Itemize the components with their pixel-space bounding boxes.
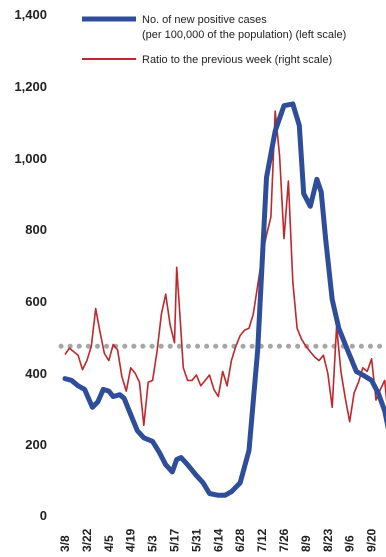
y-tick-label: 0: [40, 508, 47, 523]
x-tick-label: 4/5: [102, 535, 116, 552]
legend-label-cases-line1: No. of new positive cases: [142, 14, 267, 26]
x-tick-label: 5/3: [146, 535, 160, 552]
x-tick-label: 6/14: [211, 528, 225, 552]
x-tick-label: 6/28: [233, 528, 247, 552]
y-axis-ticks: 1,400 1,200 1,000 800 600 400 200 0: [14, 7, 47, 523]
x-tick-label: 9/6: [343, 535, 357, 552]
y-tick-label: 600: [25, 294, 47, 309]
x-tick-label: 8/9: [299, 535, 313, 552]
legend: No. of new positive cases (per 100,000 o…: [82, 14, 346, 66]
x-tick-label: 3/22: [80, 528, 94, 552]
x-tick-label: 7/12: [255, 528, 269, 552]
y-tick-label: 1,000: [14, 151, 47, 166]
x-tick-label: 7/26: [277, 528, 291, 552]
legend-label-ratio: Ratio to the previous week (right scale): [142, 54, 332, 66]
x-tick-label: 5/31: [189, 528, 203, 552]
x-tick-label: 3/8: [58, 535, 72, 552]
x-axis-ticks: 3/8 3/22 4/5 4/19 5/3 5/17 5/31 6/14 6/28 7/12 7/2…: [58, 528, 379, 552]
y-tick-label: 800: [25, 222, 47, 237]
x-tick-label: 5/17: [168, 528, 182, 552]
y-tick-label: 1,400: [14, 7, 47, 22]
y-tick-label: 400: [25, 366, 47, 381]
x-tick-label: 9/20: [365, 528, 379, 552]
series-line-cases: [62, 101, 386, 498]
series-line-ratio: [64, 110, 386, 427]
legend-label-cases-line2: (per 100,000 of the population) (left sc…: [142, 29, 346, 41]
x-tick-label: 8/23: [321, 528, 335, 552]
y-tick-label: 1,200: [14, 79, 47, 94]
y-tick-label: 200: [25, 437, 47, 452]
x-tick-label: 4/19: [124, 528, 138, 552]
